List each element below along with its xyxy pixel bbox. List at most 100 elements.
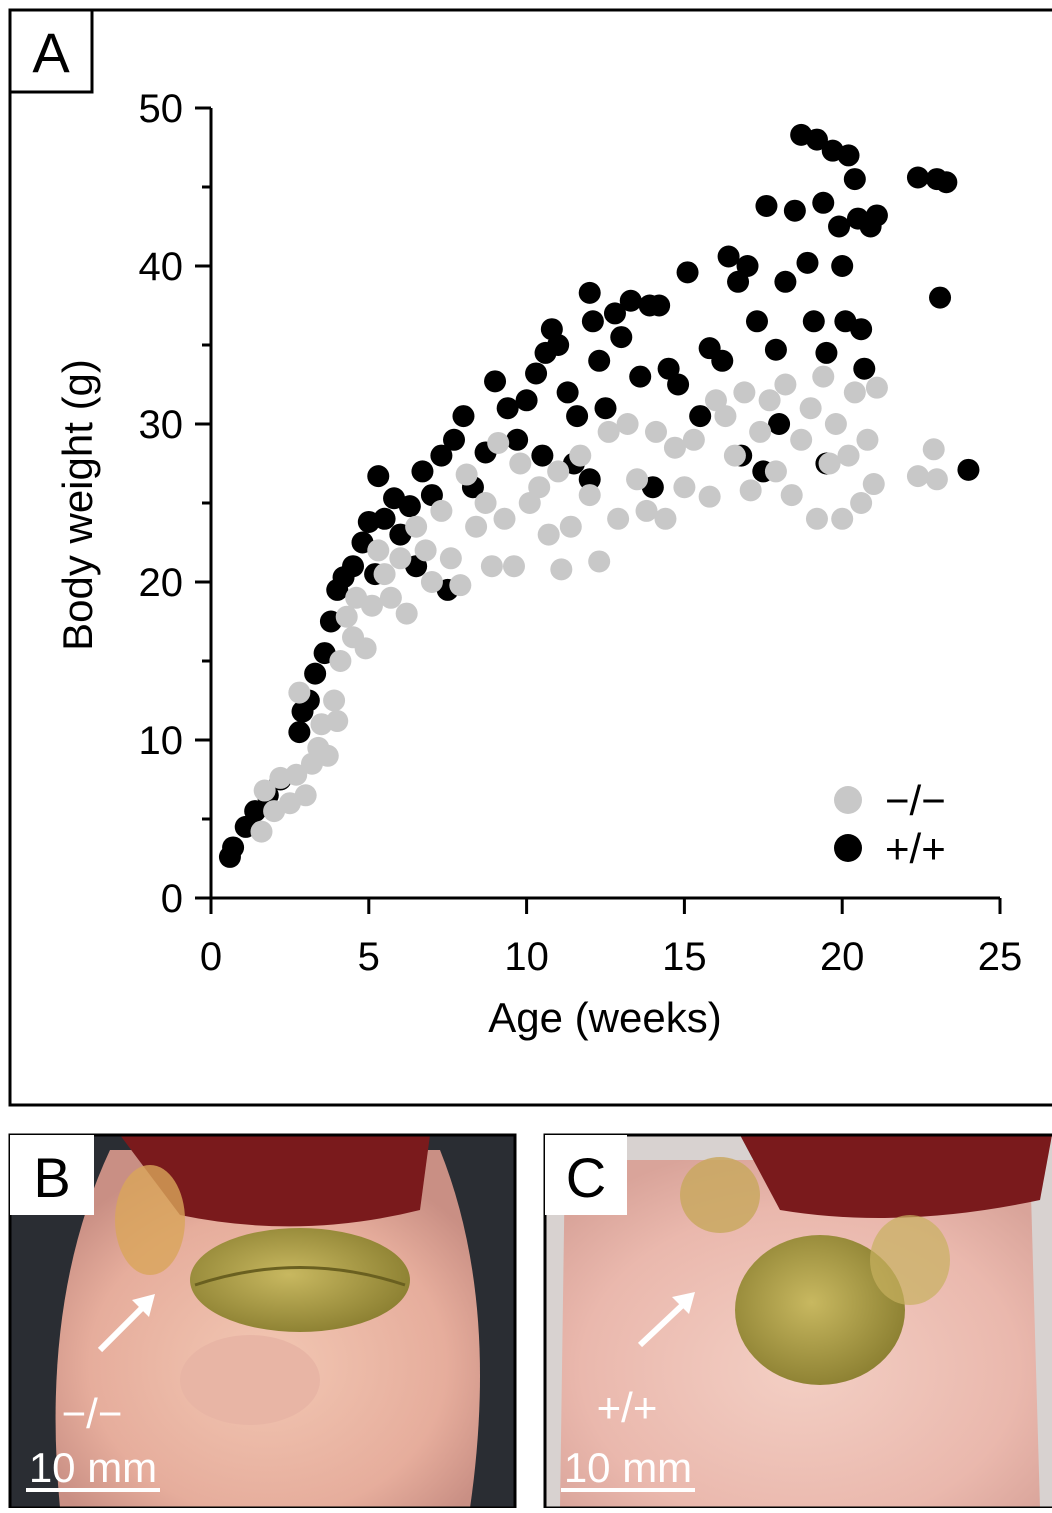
data-point xyxy=(799,397,822,420)
data-point xyxy=(610,326,633,349)
data-point xyxy=(487,431,510,454)
data-point xyxy=(717,245,740,268)
data-point xyxy=(607,507,630,530)
data-point xyxy=(749,420,772,443)
data-point xyxy=(566,405,589,428)
data-point xyxy=(925,468,948,491)
y-tick-label: 0 xyxy=(161,877,183,921)
data-point xyxy=(764,460,787,483)
data-point xyxy=(616,413,639,435)
data-point xyxy=(802,310,825,333)
legend-marker xyxy=(834,834,862,862)
data-point xyxy=(831,507,854,530)
photo-c xyxy=(545,1135,1052,1508)
data-point xyxy=(727,270,750,293)
x-tick-label: 20 xyxy=(820,935,865,979)
data-point xyxy=(244,800,267,823)
data-point xyxy=(515,389,538,412)
legend-label: +/+ xyxy=(885,825,946,872)
data-point xyxy=(569,444,592,467)
data-point xyxy=(578,281,601,304)
data-point xyxy=(673,476,696,499)
data-point xyxy=(578,468,601,491)
data-point xyxy=(843,168,866,191)
data-point xyxy=(389,547,412,570)
data-point xyxy=(755,194,778,217)
scale-label: 10 mm xyxy=(564,1444,692,1491)
data-point xyxy=(790,428,813,451)
data-point xyxy=(547,460,570,483)
x-tick-label: 10 xyxy=(504,935,549,979)
data-point xyxy=(474,492,497,514)
data-point xyxy=(493,507,516,530)
data-point xyxy=(294,784,317,807)
data-point xyxy=(906,166,929,189)
data-point xyxy=(373,507,396,530)
data-point xyxy=(657,357,680,380)
data-point xyxy=(644,420,667,443)
y-tick-label: 40 xyxy=(139,245,184,289)
data-point xyxy=(559,515,582,538)
data-point xyxy=(824,413,847,435)
data-point xyxy=(704,389,727,412)
data-point xyxy=(449,574,472,597)
data-point xyxy=(395,602,418,625)
data-point xyxy=(588,349,611,372)
data-point xyxy=(506,428,529,451)
data-point xyxy=(326,710,349,733)
y-tick-label: 20 xyxy=(139,561,184,605)
data-point xyxy=(805,128,828,151)
data-point xyxy=(578,484,601,507)
data-point xyxy=(414,539,437,562)
data-point xyxy=(745,310,768,333)
y-axis-title: Body weight (g) xyxy=(54,359,101,651)
data-point xyxy=(619,289,642,312)
data-point xyxy=(698,485,721,508)
data-point xyxy=(648,294,671,317)
data-point xyxy=(837,444,860,467)
data-point xyxy=(828,215,851,238)
data-point xyxy=(711,349,734,372)
y-tick-label: 10 xyxy=(139,719,184,763)
data-point xyxy=(682,428,705,451)
data-point xyxy=(635,499,658,522)
data-point xyxy=(411,460,434,483)
data-point xyxy=(288,681,311,704)
data-point xyxy=(739,479,762,502)
data-point xyxy=(430,444,453,467)
data-point xyxy=(285,763,308,786)
legend-marker xyxy=(834,786,862,814)
data-point xyxy=(430,499,453,522)
data-point xyxy=(906,465,929,488)
data-point xyxy=(556,381,579,404)
data-point xyxy=(588,550,611,573)
panel-label-box xyxy=(8,8,94,94)
data-point xyxy=(733,381,756,404)
data-point xyxy=(626,468,649,491)
data-point xyxy=(856,428,879,451)
data-point xyxy=(222,836,245,859)
data-point xyxy=(379,586,402,609)
plot: 0 10 20 30 40 50 0 5 10 15 20 25 −/−+/+ xyxy=(139,87,1023,979)
data-point xyxy=(509,452,532,475)
data-point xyxy=(480,555,503,578)
data-point xyxy=(783,199,806,222)
data-point xyxy=(518,492,541,514)
panel-label-box xyxy=(10,1135,94,1215)
y-tick-label: 30 xyxy=(139,403,184,447)
data-point xyxy=(818,452,841,475)
data-point xyxy=(528,476,551,499)
data-point xyxy=(323,689,346,712)
data-point xyxy=(831,255,854,277)
data-point xyxy=(329,650,352,672)
data-point xyxy=(354,637,377,660)
data-point xyxy=(723,444,746,467)
data-point xyxy=(768,413,791,435)
data-point xyxy=(484,370,507,393)
genotype-label: −/− xyxy=(62,1390,123,1437)
panel-label: B xyxy=(33,1146,70,1209)
data-point xyxy=(929,286,952,309)
data-point xyxy=(594,397,617,420)
panel-label: A xyxy=(32,21,70,84)
